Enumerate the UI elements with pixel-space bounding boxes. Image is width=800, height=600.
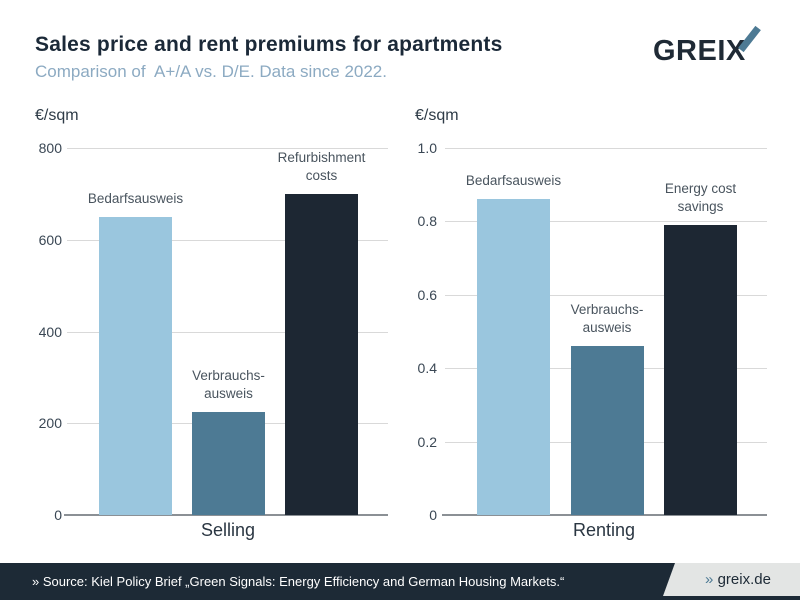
gridline	[445, 294, 767, 296]
greix-logo-text: GREIX	[653, 35, 746, 67]
chevrons-icon: »	[705, 571, 714, 588]
y-tick-label: 0.4	[417, 360, 437, 377]
bar-label: Verbrauchs- ausweis	[570, 302, 644, 336]
page-subtitle: Comparison of A+/A vs. D/E. Data since 2…	[35, 62, 387, 81]
bar-label: Bedarfsausweis	[87, 190, 184, 206]
footer-site-panel	[663, 563, 800, 596]
bar-label: Bedarfsausweis	[465, 173, 562, 189]
gridline	[67, 239, 388, 241]
bar-label: Refurbishment costs	[277, 149, 366, 183]
gridline	[67, 148, 388, 149]
y-tick-label: 1.0	[417, 140, 437, 156]
bar	[570, 346, 644, 515]
source-note: » Source: Kiel Policy Brief „Green Signa…	[32, 574, 565, 589]
bar	[664, 225, 737, 515]
y-tick-label: 0.6	[417, 286, 437, 303]
gridline	[445, 221, 767, 223]
y-tick-label: 0.8	[417, 213, 437, 230]
greix-logo: GREIX	[653, 25, 761, 71]
y-tick-label: 0.2	[417, 433, 437, 450]
y-tick-label: 0	[429, 507, 437, 523]
bar	[99, 216, 172, 515]
y-tick-label: 600	[38, 231, 62, 248]
y-tick-label: 0	[54, 507, 62, 523]
bar	[285, 193, 358, 515]
bar-label: Energy cost savings	[664, 181, 737, 215]
y-axis-unit-label: €/sqm	[415, 107, 459, 124]
y-tick-label: 400	[38, 323, 62, 340]
greix-site-label: greix.de	[717, 571, 771, 588]
bar	[192, 411, 265, 515]
x-axis-label: Renting	[572, 520, 636, 540]
x-axis-label: Selling	[200, 520, 256, 540]
greix-site-link[interactable]: » greix.de	[676, 563, 800, 596]
bar-label: Verbrauchs- ausweis	[192, 367, 265, 401]
x-axis-line	[442, 514, 767, 516]
bar	[477, 199, 550, 515]
y-tick-label: 800	[38, 140, 62, 156]
gridline	[67, 331, 388, 333]
page-title: Sales price and rent premiums for apartm…	[35, 33, 503, 56]
gridline	[445, 148, 767, 149]
y-tick-label: 200	[38, 415, 62, 432]
y-axis-unit-label: €/sqm	[35, 107, 79, 124]
x-axis-line	[64, 514, 388, 516]
